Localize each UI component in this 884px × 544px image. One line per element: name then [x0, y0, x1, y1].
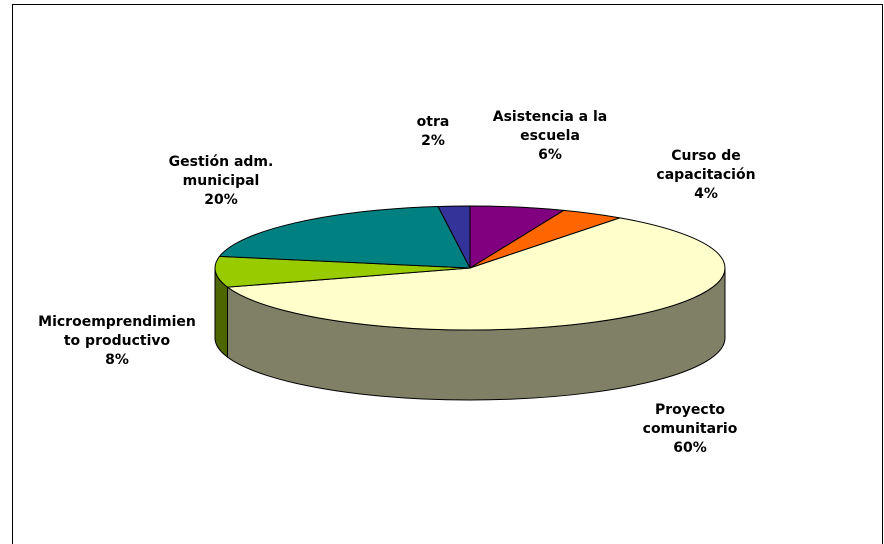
- category-label: Curso de capacitación: [656, 148, 756, 183]
- value-label: 8%: [105, 352, 129, 368]
- data-label: Curso de capacitación 4%: [646, 147, 766, 204]
- value-label: 20%: [204, 192, 238, 208]
- category-label: otra: [416, 114, 450, 130]
- value-label: 6%: [538, 147, 562, 163]
- data-label: otra 2%: [403, 113, 463, 151]
- slice: [437, 205, 471, 269]
- slice: [214, 255, 471, 288]
- data-label: Gestión adm. municipal 20%: [154, 153, 289, 210]
- data-label: Proyecto comunitario 60%: [625, 401, 755, 458]
- category-label: Asistencia a la escuela: [492, 109, 608, 144]
- value-label: 2%: [421, 133, 445, 149]
- value-label: 4%: [694, 186, 718, 202]
- value-label: 60%: [673, 440, 707, 456]
- data-label: Microemprendimiento productivo 8%: [37, 313, 197, 370]
- slice: [218, 205, 471, 269]
- category-label: Microemprendimiento productivo: [38, 314, 196, 349]
- slice: [226, 217, 726, 331]
- category-label: Gestión adm. municipal: [168, 154, 274, 189]
- data-label: Asistencia a la escuela 6%: [480, 108, 620, 165]
- category-label: Proyecto comunitario: [642, 402, 738, 437]
